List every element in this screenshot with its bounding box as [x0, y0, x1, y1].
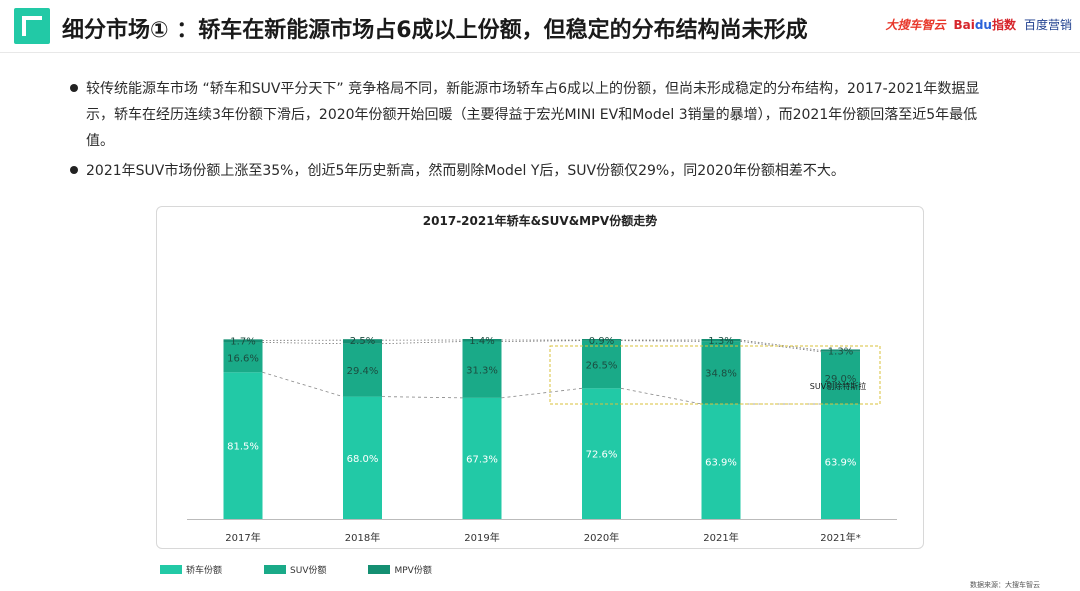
x-tick-label: 2017年: [225, 531, 260, 544]
boundary-connector-line: [620, 387, 702, 405]
x-tick-label: 2018年: [345, 531, 380, 544]
bar-segment-suv: [582, 340, 621, 389]
bar-segment-suv: [343, 343, 382, 397]
top-connector-line: [740, 339, 822, 351]
page-title: 细分市场① ：轿车在新能源市场占6成以上份额，但稳定的分布结构尚未形成: [62, 18, 808, 43]
data-label: 81.5%: [227, 442, 259, 453]
data-label: 0.9%: [589, 336, 614, 347]
legend-label: SUV份额: [290, 566, 327, 576]
legend-item-mpv: MPV份额: [368, 563, 432, 576]
data-label: 1.7%: [230, 336, 255, 347]
bullet-item: 2021年SUV市场份额上涨至35%，创近5年历史新高，然而剔除Model Y后…: [70, 158, 1000, 184]
bar-segment-mpv: [701, 339, 741, 342]
bar-segment-mpv: [223, 339, 263, 343]
top-connector-line: [740, 340, 822, 353]
baidu-index-logo: Baidu指数: [953, 18, 1016, 32]
data-label: 63.9%: [825, 457, 857, 468]
data-label: 31.3%: [466, 366, 498, 377]
x-tick-label: 2019年: [464, 531, 499, 544]
x-tick-label: 2021年*: [820, 531, 860, 544]
data-label: 29.0%: [825, 374, 857, 385]
bar-segment-suv: [701, 341, 741, 404]
x-tick-label: 2020年: [584, 531, 619, 544]
bullet-list: 较传统能源车市场 “轿车和SUV平分天下” 竞争格局不同，新能源市场轿车占6成以…: [70, 76, 1000, 188]
bar-segment-sedan: [223, 372, 263, 519]
title-divider: [0, 52, 1080, 53]
top-connector-line: [381, 341, 463, 345]
data-label: 63.9%: [705, 457, 737, 468]
bar-segment-sedan: [462, 397, 502, 519]
chart-legend: 轿车份额 SUV份额 MPV份额: [160, 563, 474, 576]
top-connector-line: [501, 340, 583, 342]
chart-annotation: SUV剔除特斯拉: [810, 381, 866, 391]
boundary-connector-line: [262, 371, 344, 397]
legend-swatch: [368, 565, 391, 574]
legend-item-suv: SUV份额: [264, 563, 326, 576]
bar-segment-suv: [462, 341, 502, 398]
dasouche-logo: 大搜车智云: [885, 18, 946, 32]
legend-item-sedan: 轿车份额: [160, 563, 222, 576]
boundary-connector-line: [381, 396, 463, 399]
bar-segment-sedan: [821, 403, 860, 519]
top-connector-line: [620, 340, 702, 342]
baidu-marketing-logo: 百度营销: [1023, 18, 1072, 32]
legend-label: 轿车份额: [186, 566, 223, 576]
bar-segment-sedan: [343, 396, 382, 519]
bar-segment-mpv: [462, 339, 502, 342]
legend-swatch: [160, 565, 182, 574]
bar-segment-suv: [223, 342, 263, 373]
brand-logos: 大搜车智云 Baidu指数 百度营销: [885, 16, 1072, 33]
chart-frame: 2017-2021年轿车&SUV&MPV份额走势 2017年 2018年 2019年 2…: [156, 206, 924, 549]
bar-segment-mpv: [343, 339, 382, 344]
stacked-bar-chart: 2017-2021年轿车&SUV&MPV份额走势 2017年 2018年 2019年 2…: [187, 213, 897, 544]
bullet-item: 较传统能源车市场 “轿车和SUV平分天下” 竞争格局不同，新能源市场轿车占6成以…: [70, 76, 1000, 154]
data-label: 1.4%: [469, 336, 494, 347]
data-label: 26.5%: [586, 360, 618, 371]
brand-logo-mark: [14, 8, 50, 44]
data-label: 1.3%: [828, 346, 853, 357]
bar-segment-mpv: [582, 339, 621, 341]
data-label: 2.5%: [350, 336, 375, 347]
data-source: 数据来源：大搜车智云: [970, 581, 1040, 589]
bar-segment-sedan: [582, 388, 621, 519]
legend-swatch: [264, 565, 287, 574]
data-label: 16.6%: [227, 353, 259, 364]
highlight-box: [549, 345, 881, 405]
data-label: 1.3%: [708, 336, 733, 347]
top-connector-line: [262, 342, 344, 345]
bar-segment-sedan: [701, 403, 741, 519]
legend-label: MPV份额: [394, 566, 432, 576]
data-label: 34.8%: [705, 369, 737, 380]
x-tick-label: 2021年: [703, 531, 738, 544]
bar-segment-mpv: [821, 349, 860, 352]
boundary-connector-line: [501, 387, 583, 399]
data-label: 72.6%: [586, 450, 618, 461]
bar-segment-suv: [821, 351, 860, 404]
chart-title: 2017-2021年轿车&SUV&MPV份额走势: [423, 213, 657, 228]
data-label: 67.3%: [466, 454, 498, 465]
data-label: 68.0%: [347, 454, 379, 465]
data-label: 29.4%: [347, 366, 379, 377]
